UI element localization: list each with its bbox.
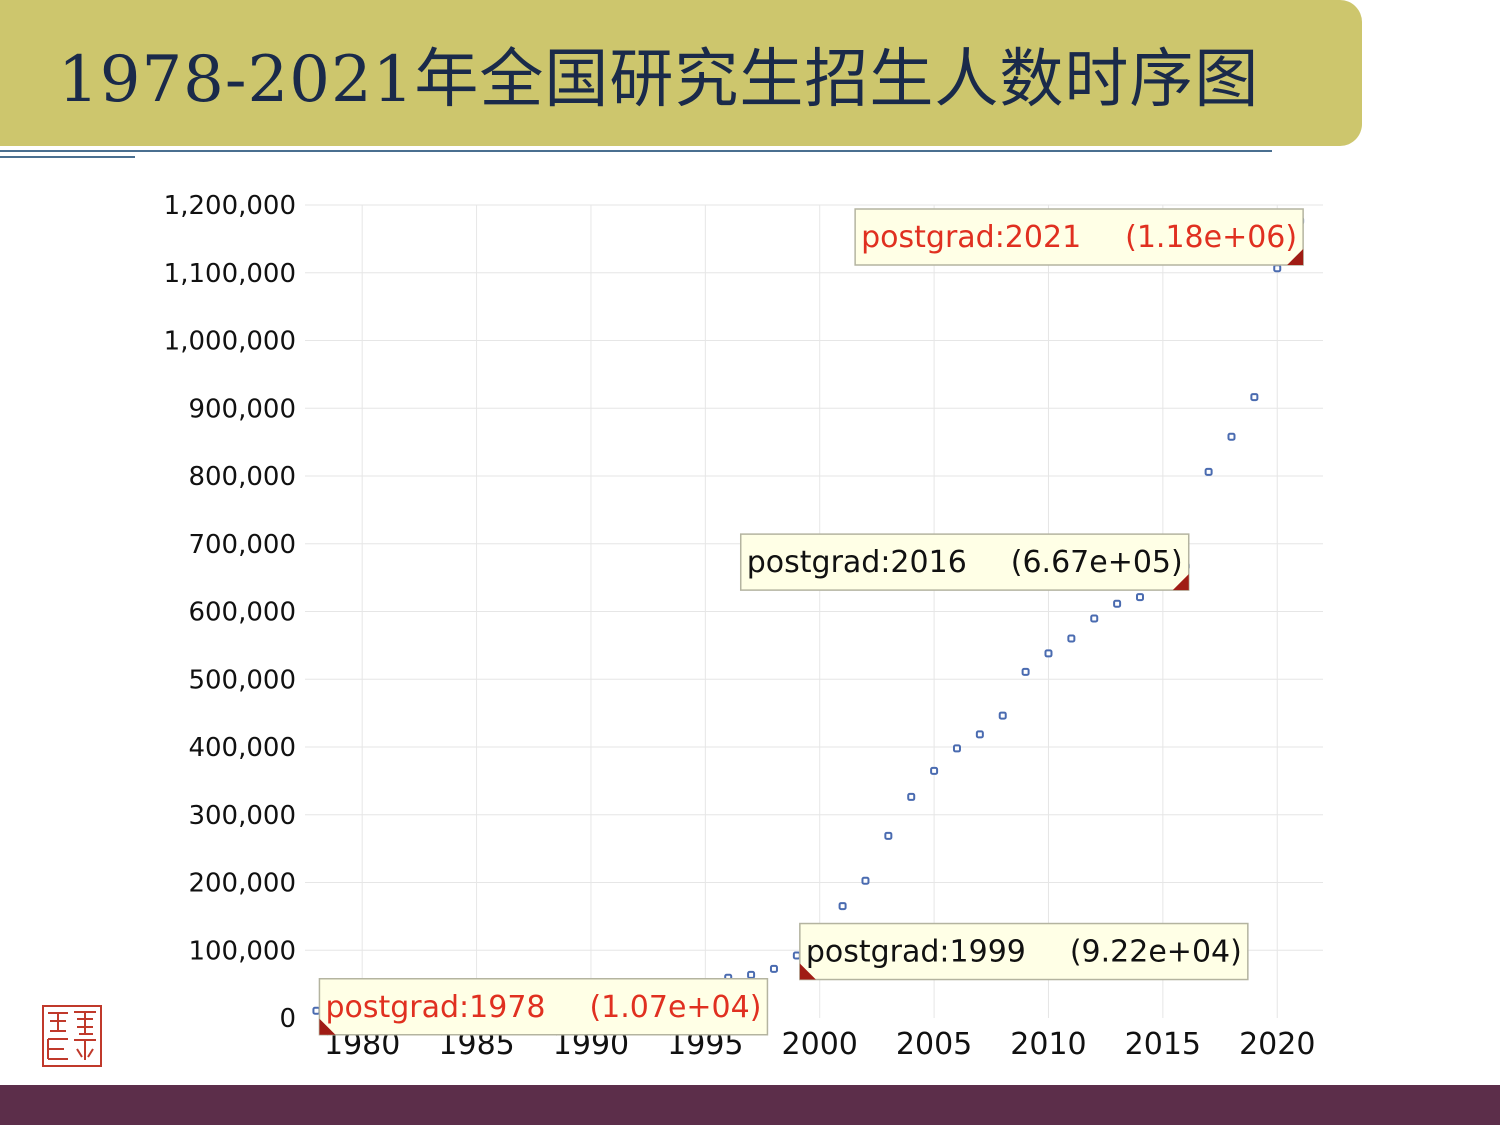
data-point bbox=[792, 951, 801, 960]
annotation-value: (6.67e+05) bbox=[1011, 545, 1183, 580]
y-tick-label: 500,000 bbox=[188, 665, 296, 695]
data-point bbox=[1067, 634, 1076, 643]
y-tick-label: 400,000 bbox=[188, 733, 296, 763]
seal-stamp bbox=[42, 1005, 102, 1067]
y-tick-label: 900,000 bbox=[188, 394, 296, 424]
annotation-value: (1.18e+06) bbox=[1125, 220, 1297, 255]
data-point bbox=[861, 876, 870, 885]
annotation-tooltip: postgrad:2021 (1.18e+06) bbox=[854, 208, 1304, 266]
y-tick-label: 800,000 bbox=[188, 462, 296, 492]
title-rule bbox=[0, 150, 1272, 152]
y-tick-label: 100,000 bbox=[188, 936, 296, 966]
annotation-corner-marker bbox=[1287, 249, 1304, 265]
footer-band bbox=[0, 1085, 1500, 1125]
data-point bbox=[1227, 432, 1236, 441]
data-point bbox=[312, 1006, 321, 1015]
annotation-box bbox=[799, 922, 1249, 981]
y-tick-label: 200,000 bbox=[188, 869, 296, 899]
data-point bbox=[952, 744, 961, 753]
data-point bbox=[907, 792, 916, 801]
slide-title: 1978-2021年全国研究生招生人数时序图 bbox=[58, 43, 1260, 117]
annotation-tooltip: postgrad:1978 (1.07e+04) bbox=[318, 978, 769, 1036]
seal-glyphs-icon bbox=[47, 1011, 96, 1060]
y-axis-ticks: 0 100,000 200,000 300,000 400,000 500,000 600,… bbox=[164, 191, 296, 1034]
x-tick-label: 2005 bbox=[896, 1027, 972, 1062]
y-tick-label: 300,000 bbox=[188, 801, 296, 831]
data-point bbox=[1273, 264, 1282, 273]
y-tick-label: 0 bbox=[279, 1004, 296, 1034]
y-tick-label: 700,000 bbox=[188, 530, 296, 560]
x-tick-label: 2015 bbox=[1125, 1027, 1201, 1062]
data-point bbox=[998, 711, 1007, 720]
x-tick-label: 2010 bbox=[1010, 1027, 1086, 1062]
annotation-label: postgrad:2021 bbox=[861, 220, 1081, 255]
x-tick-label: 2020 bbox=[1239, 1027, 1315, 1062]
data-point bbox=[1113, 599, 1122, 608]
title-rule-short bbox=[0, 156, 135, 158]
annotation-box bbox=[318, 978, 769, 1036]
data-point bbox=[975, 730, 984, 739]
data-point bbox=[747, 970, 756, 979]
annotation-label: postgrad:1999 bbox=[806, 935, 1026, 970]
data-point bbox=[1021, 667, 1030, 676]
data-point bbox=[838, 902, 847, 911]
annotation-tooltip: postgrad:2016 (6.67e+05) bbox=[739, 533, 1190, 591]
annotation-label: postgrad:2016 bbox=[747, 545, 967, 580]
annotations: postgrad:1978 (1.07e+04) postgrad:1999 (9.2… bbox=[318, 208, 1304, 1036]
annotation-label: postgrad:1978 bbox=[325, 990, 545, 1025]
data-point bbox=[1204, 467, 1213, 476]
annotation-box bbox=[739, 533, 1190, 591]
y-tick-label: 600,000 bbox=[188, 598, 296, 628]
y-tick-label: 1,000,000 bbox=[164, 327, 296, 357]
annotation-corner-marker bbox=[319, 1018, 336, 1035]
annotation-box bbox=[854, 208, 1304, 266]
title-band bbox=[0, 0, 1362, 146]
annotation-corner-marker bbox=[799, 963, 816, 980]
annotation-value: (1.07e+04) bbox=[589, 990, 761, 1025]
x-tick-label: 2000 bbox=[782, 1027, 858, 1062]
y-tick-label: 1,100,000 bbox=[164, 259, 296, 289]
data-point bbox=[1135, 593, 1144, 602]
data-point bbox=[1090, 614, 1099, 623]
data-point bbox=[884, 831, 893, 840]
data-point bbox=[930, 766, 939, 775]
annotation-value: (9.22e+04) bbox=[1070, 935, 1242, 970]
data-point bbox=[769, 964, 778, 973]
data-point bbox=[1044, 649, 1053, 658]
data-point bbox=[1250, 393, 1259, 402]
annotation-tooltip: postgrad:1999 (9.22e+04) bbox=[799, 922, 1249, 981]
y-tick-label: 1,200,000 bbox=[164, 191, 296, 221]
annotation-corner-marker bbox=[1172, 574, 1189, 591]
